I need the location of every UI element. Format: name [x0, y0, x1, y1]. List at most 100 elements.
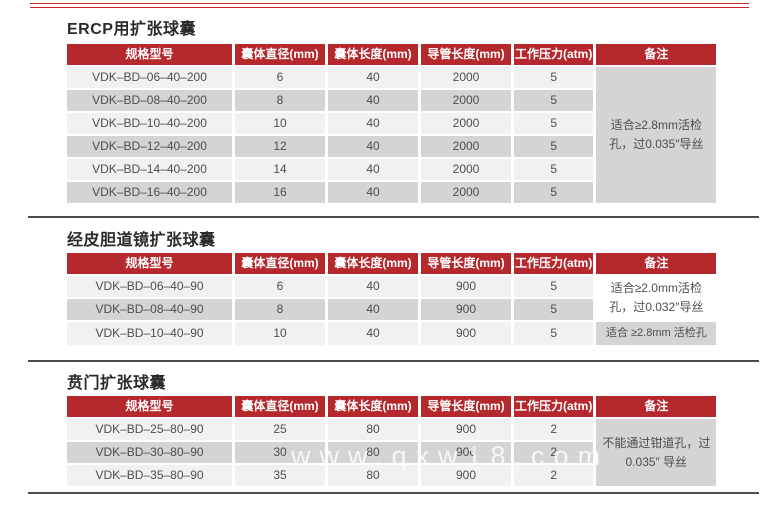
value-cell: 5: [514, 299, 594, 320]
column-header: 规格型号: [67, 253, 232, 274]
value-cell: 2000: [421, 113, 511, 134]
column-header: 囊体直径(mm): [235, 253, 325, 274]
model-cell: VDK–BD–08–40–200: [67, 90, 232, 111]
column-header: 囊体长度(mm): [328, 396, 418, 417]
value-cell: 900: [421, 322, 511, 345]
value-cell: 30: [235, 442, 325, 463]
table-row: VDK–BD–08–40–90 8 40 900 5: [67, 299, 716, 320]
column-header: 备注: [596, 253, 717, 274]
column-header: 规格型号: [67, 44, 232, 65]
model-cell: VDK–BD–10–40–90: [67, 322, 232, 345]
value-cell: 2000: [421, 136, 511, 157]
value-cell: 6: [235, 276, 325, 297]
table-row: VDK–BD–06–40–200 6 40 2000 5 适合≥2.8mm活检孔，过0.0…: [67, 67, 717, 203]
model-cell: VDK–BD–14–40–200: [67, 159, 232, 180]
value-cell: 2: [514, 442, 594, 463]
value-cell: 5: [514, 182, 594, 203]
spec-table-percutaneous: 规格型号 囊体直径(mm) 囊体长度(mm) 导管长度(mm) 工作压力(atm) 备注 V…: [64, 251, 719, 347]
model-cell: VDK–BD–06–40–200: [67, 67, 232, 88]
value-cell: 10: [235, 322, 325, 345]
value-cell: 40: [328, 159, 418, 180]
value-cell: 5: [514, 67, 594, 88]
column-header: 导管长度(mm): [421, 44, 511, 65]
value-cell: 900: [421, 465, 511, 486]
column-header: 工作压力(atm): [514, 253, 594, 274]
table-row: VDK–BD–06–40–90 6 40 900 5 适合≥2.0mm活检孔，过0.032…: [67, 276, 716, 314]
value-cell: 6: [235, 67, 325, 88]
bottom-divider: [28, 492, 759, 494]
model-cell: VDK–BD–10–40–200: [67, 113, 232, 134]
model-cell: VDK–BD–25–80–90: [67, 419, 232, 440]
section-divider: [28, 360, 759, 362]
section-title-cardia: 贲门扩张球囊: [67, 375, 167, 392]
value-cell: 900: [421, 299, 511, 320]
model-cell: VDK–BD–35–80–90: [67, 465, 232, 486]
column-header: 工作压力(atm): [514, 396, 594, 417]
value-cell: 5: [514, 136, 594, 157]
value-cell: 2000: [421, 159, 511, 180]
value-cell: 2000: [421, 67, 511, 88]
value-cell: 80: [328, 419, 418, 440]
value-cell: 40: [328, 182, 418, 203]
model-cell: VDK–BD–06–40–90: [67, 276, 232, 297]
remark-cell: 适合≥2.8mm活检孔，过0.035″导丝: [596, 67, 717, 203]
value-cell: 900: [421, 442, 511, 463]
value-cell: 16: [235, 182, 325, 203]
top-accent-line: [30, 3, 749, 8]
value-cell: 900: [421, 419, 511, 440]
value-cell: 2000: [421, 90, 511, 111]
value-cell: 40: [328, 322, 418, 345]
value-cell: 40: [328, 113, 418, 134]
header-row: 规格型号 囊体直径(mm) 囊体长度(mm) 导管长度(mm) 工作压力(atm) 备注: [67, 253, 717, 274]
column-header: 工作压力(atm): [514, 44, 594, 65]
value-cell: 25: [235, 419, 325, 440]
remark-cell: 不能通过钳道孔，过 0.035″ 导丝: [596, 419, 717, 486]
remark-cell: 适合≥2.0mm活检孔，过0.032″导丝: [609, 281, 704, 314]
value-cell: 2: [514, 419, 594, 440]
column-header: 规格型号: [67, 396, 232, 417]
value-cell: 40: [328, 67, 418, 88]
section-title-percutaneous: 经皮胆道镜扩张球囊: [67, 232, 216, 249]
column-header: 囊体长度(mm): [328, 44, 418, 65]
table-row: VDK–BD–12–40–200 12 40 2000 5: [67, 136, 716, 157]
value-cell: 8: [235, 299, 325, 320]
model-cell: VDK–BD–16–40–200: [67, 182, 232, 203]
column-header: 备注: [596, 396, 717, 417]
table-row: VDK–BD–30–80–90 30 80 900 2: [67, 442, 716, 463]
value-cell: 40: [328, 136, 418, 157]
value-cell: 8: [235, 90, 325, 111]
value-cell: 5: [514, 276, 594, 297]
column-header: 备注: [596, 44, 717, 65]
value-cell: 80: [328, 442, 418, 463]
column-header: 导管长度(mm): [421, 253, 511, 274]
value-cell: 5: [514, 322, 594, 345]
model-cell: VDK–BD–08–40–90: [67, 299, 232, 320]
spec-table-ercp: 规格型号 囊体直径(mm) 囊体长度(mm) 导管长度(mm) 工作压力(atm) 备注 V…: [64, 42, 719, 205]
value-cell: 2: [514, 465, 594, 486]
table-row: VDK–BD–10–40–200 10 40 2000 5: [67, 113, 716, 134]
value-cell: 35: [235, 465, 325, 486]
value-cell: 14: [235, 159, 325, 180]
value-cell: 5: [514, 90, 594, 111]
value-cell: 80: [328, 465, 418, 486]
column-header: 囊体长度(mm): [328, 253, 418, 274]
column-header: 导管长度(mm): [421, 396, 511, 417]
table-row: VDK–BD–08–40–200 8 40 2000 5: [67, 90, 716, 111]
value-cell: 5: [514, 113, 594, 134]
spec-table-cardia: 规格型号 囊体直径(mm) 囊体长度(mm) 导管长度(mm) 工作压力(atm) 备注 V…: [64, 394, 719, 488]
table-row: VDK–BD–14–40–200 14 40 2000 5: [67, 159, 716, 180]
table-row: VDK–BD–10–40–90 10 40 900 5 适合 ≥2.8mm 活检孔: [67, 322, 717, 345]
value-cell: 40: [328, 90, 418, 111]
section-title-ercp: ERCP用扩张球囊: [67, 21, 196, 38]
column-header: 囊体直径(mm): [235, 396, 325, 417]
table-row: VDK–BD–25–80–90 25 80 900 2 不能通过钳道孔，过 0.035″ …: [67, 419, 717, 486]
section-divider: [28, 216, 759, 218]
value-cell: 12: [235, 136, 325, 157]
remark-cell: 适合 ≥2.8mm 活检孔: [596, 322, 717, 345]
value-cell: 5: [514, 159, 594, 180]
table-row: VDK–BD–16–40–200 16 40 2000 5: [67, 182, 716, 203]
value-cell: 40: [328, 299, 418, 320]
model-cell: VDK–BD–12–40–200: [67, 136, 232, 157]
value-cell: 2000: [421, 182, 511, 203]
value-cell: 10: [235, 113, 325, 134]
